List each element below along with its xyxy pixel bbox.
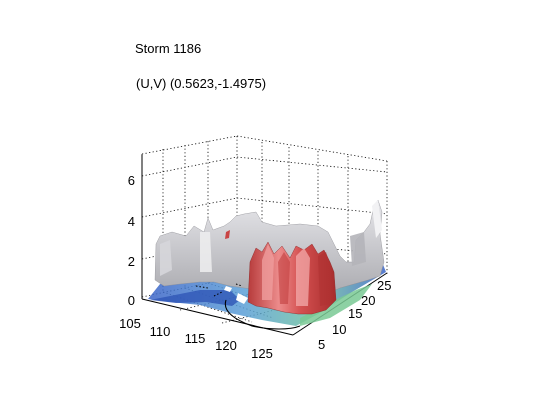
x-tick-105: 105 (119, 316, 141, 331)
y-tick-5: 5 (318, 337, 325, 352)
z-tick-0: 0 (128, 293, 135, 308)
x-tick-110: 110 (150, 324, 171, 339)
x-tick-125: 125 (251, 346, 273, 361)
z-tick-2: 2 (128, 254, 135, 269)
y-tick-20: 20 (361, 293, 375, 308)
x-tick-120: 120 (215, 338, 237, 353)
contour-dashes (195, 283, 243, 297)
chart-subtitle: (U,V) (0.5623,-1.4975) (136, 76, 267, 91)
y-tick-25: 25 (377, 278, 391, 293)
x-tick-labels: 105 110 115 120 125 (119, 316, 273, 361)
chart-title: Storm 1186 (135, 41, 202, 56)
surface-red (247, 241, 337, 315)
y-tick-10: 10 (332, 322, 346, 337)
z-tick-4: 4 (128, 214, 135, 229)
z-tick-labels: 0 2 4 6 (128, 173, 135, 308)
y-tick-15: 15 (348, 306, 362, 321)
contour-outline (224, 299, 301, 330)
z-tick-6: 6 (128, 173, 135, 188)
x-tick-115: 115 (185, 331, 206, 346)
y-tick-labels: 5 10 15 20 25 (318, 278, 391, 352)
